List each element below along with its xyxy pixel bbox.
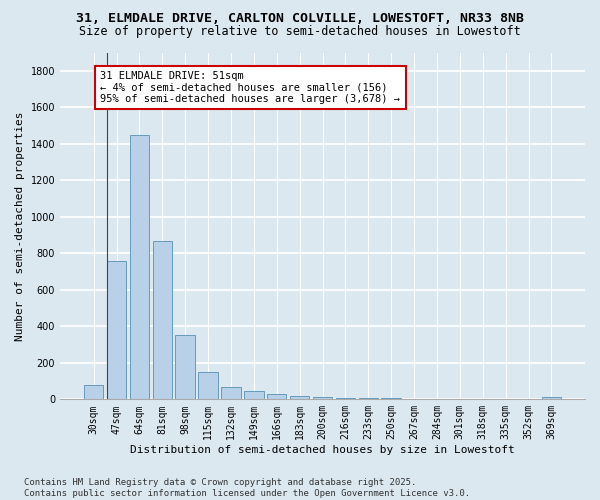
Text: 31 ELMDALE DRIVE: 51sqm
← 4% of semi-detached houses are smaller (156)
95% of se: 31 ELMDALE DRIVE: 51sqm ← 4% of semi-det… — [100, 71, 400, 104]
Bar — [542, 397, 561, 400]
Y-axis label: Number of semi-detached properties: Number of semi-detached properties — [15, 111, 25, 340]
Text: Size of property relative to semi-detached houses in Lowestoft: Size of property relative to semi-detach… — [79, 25, 521, 38]
Bar — [175, 334, 195, 400]
Bar — [404, 399, 424, 400]
Bar — [84, 384, 103, 400]
Bar — [359, 398, 378, 400]
Bar — [313, 396, 332, 400]
Text: 31, ELMDALE DRIVE, CARLTON COLVILLE, LOWESTOFT, NR33 8NB: 31, ELMDALE DRIVE, CARLTON COLVILLE, LOW… — [76, 12, 524, 26]
Bar — [267, 394, 286, 400]
Bar — [199, 372, 218, 400]
Bar — [221, 387, 241, 400]
Bar — [290, 396, 310, 400]
Bar — [130, 134, 149, 400]
Bar — [335, 398, 355, 400]
Text: Contains HM Land Registry data © Crown copyright and database right 2025.
Contai: Contains HM Land Registry data © Crown c… — [24, 478, 470, 498]
Bar — [382, 398, 401, 400]
X-axis label: Distribution of semi-detached houses by size in Lowestoft: Distribution of semi-detached houses by … — [130, 445, 515, 455]
Bar — [107, 260, 126, 400]
Bar — [244, 390, 263, 400]
Bar — [152, 242, 172, 400]
